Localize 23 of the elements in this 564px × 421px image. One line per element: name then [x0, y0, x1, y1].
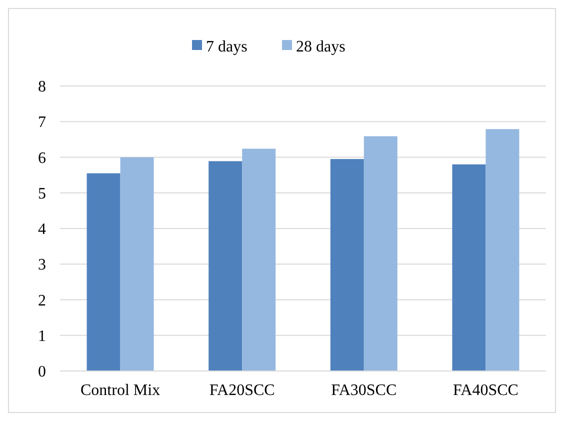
bar: [452, 164, 486, 371]
x-tick-label: FA30SCC: [331, 382, 397, 399]
x-tick-label: Control Mix: [80, 382, 160, 399]
bar: [242, 148, 276, 371]
y-tick-label: 4: [38, 221, 46, 238]
bar: [364, 136, 398, 371]
y-tick-label: 8: [38, 78, 46, 96]
y-tick-label: 3: [38, 256, 46, 274]
x-tick-label: FA40SCC: [452, 382, 518, 399]
legend-label: 7 days: [206, 38, 248, 56]
y-tick-label: 2: [38, 292, 46, 310]
y-tick-label: 0: [38, 364, 46, 381]
x-tick-label: FA20SCC: [209, 382, 275, 399]
y-tick-label: 7: [38, 114, 46, 132]
y-tick-label: 5: [38, 185, 46, 202]
y-tick-label: 6: [38, 150, 46, 167]
bar: [208, 161, 242, 371]
bar: [330, 159, 364, 371]
bar: [486, 129, 520, 371]
legend-label: 28 days: [296, 38, 346, 56]
bar: [86, 173, 120, 371]
y-tick-label: 1: [38, 328, 46, 345]
bar: [120, 157, 154, 371]
